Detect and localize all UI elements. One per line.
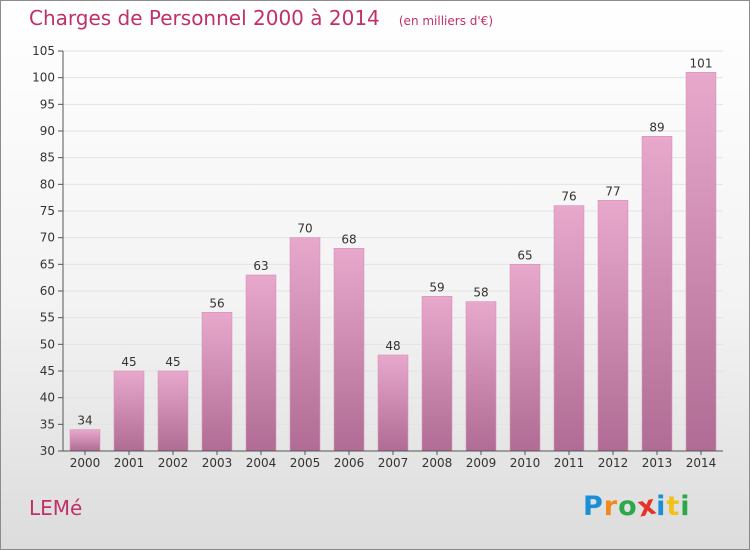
title-unit: (en milliers d'€) — [398, 14, 493, 28]
labels: 30 35 40 45 50 55 60 65 70 75 80 85 90 95 100 105 34 2000… — [32, 44, 716, 470]
bar — [69, 429, 101, 452]
proxiti-logo: Proxiti — [583, 489, 691, 523]
bar-value-label: 45 — [121, 355, 136, 369]
axes — [58, 50, 723, 455]
y-tick-label: 60 — [40, 284, 55, 298]
y-tick-label: 65 — [40, 257, 55, 271]
y-tick-label: 90 — [40, 124, 55, 138]
x-tick-label: 2007 — [378, 456, 409, 470]
y-tick-label: 30 — [40, 444, 55, 458]
bar-value-label: 68 — [341, 232, 356, 246]
bar — [289, 237, 321, 452]
logo-letter: i — [680, 491, 691, 522]
bar — [465, 301, 497, 452]
x-tick-label: 2009 — [466, 456, 497, 470]
title-main: Charges de Personnel 2000 à 2014 — [29, 6, 380, 30]
bar-value-label: 89 — [649, 120, 664, 134]
y-tick-label: 80 — [40, 177, 55, 191]
bar — [201, 312, 233, 452]
x-tick-label: 2002 — [158, 456, 189, 470]
bar — [421, 296, 453, 452]
bar — [509, 264, 541, 452]
x-tick-label: 2004 — [246, 456, 277, 470]
x-tick-label: 2013 — [642, 456, 673, 470]
x-tick-label: 2006 — [334, 456, 365, 470]
bar — [377, 354, 409, 452]
bar-value-label: 59 — [429, 280, 444, 294]
y-tick-label: 40 — [40, 391, 55, 405]
bars — [69, 72, 717, 452]
bar-value-label: 101 — [690, 56, 713, 70]
logo-letter: o — [618, 491, 638, 522]
bar — [685, 72, 717, 452]
logo-letter: P — [583, 491, 604, 522]
x-tick-label: 2008 — [422, 456, 453, 470]
bar-value-label: 34 — [77, 414, 92, 428]
bar — [597, 200, 629, 452]
bar-value-label: 63 — [253, 259, 268, 273]
y-tick-label: 105 — [32, 44, 55, 58]
bar — [157, 370, 189, 452]
x-tick-label: 2000 — [70, 456, 101, 470]
x-tick-label: 2001 — [114, 456, 145, 470]
y-tick-label: 85 — [40, 151, 55, 165]
x-tick-label: 2003 — [202, 456, 233, 470]
x-tick-label: 2014 — [686, 456, 717, 470]
logo-letter: i — [656, 491, 667, 522]
bar — [245, 274, 277, 452]
y-tick-label: 100 — [32, 71, 55, 85]
bar — [641, 136, 673, 452]
bar-value-label: 70 — [297, 222, 312, 236]
y-tick-label: 70 — [40, 231, 55, 245]
logo-letter: r — [603, 491, 619, 522]
bar-value-label: 45 — [165, 355, 180, 369]
bar — [113, 370, 145, 452]
chart-title: Charges de Personnel 2000 à 2014 (en mil… — [29, 6, 493, 30]
bar — [553, 205, 585, 452]
bar — [333, 248, 365, 452]
x-tick-label: 2010 — [510, 456, 541, 470]
x-tick-label: 2005 — [290, 456, 321, 470]
x-tick-label: 2011 — [554, 456, 585, 470]
bar-value-label: 65 — [517, 248, 532, 262]
bar-value-label: 76 — [561, 190, 576, 204]
logo-letter: t — [666, 491, 681, 522]
y-tick-label: 95 — [40, 97, 55, 111]
bar-value-label: 56 — [209, 296, 224, 310]
bar-value-label: 77 — [605, 184, 620, 198]
bar-value-label: 48 — [385, 339, 400, 353]
x-tick-label: 2012 — [598, 456, 629, 470]
y-tick-label: 50 — [40, 337, 55, 351]
y-tick-label: 55 — [40, 311, 55, 325]
y-tick-label: 35 — [40, 417, 55, 431]
y-tick-label: 45 — [40, 364, 55, 378]
bar-value-label: 58 — [473, 286, 488, 300]
commune-name: LEMé — [29, 496, 83, 520]
y-tick-label: 75 — [40, 204, 55, 218]
